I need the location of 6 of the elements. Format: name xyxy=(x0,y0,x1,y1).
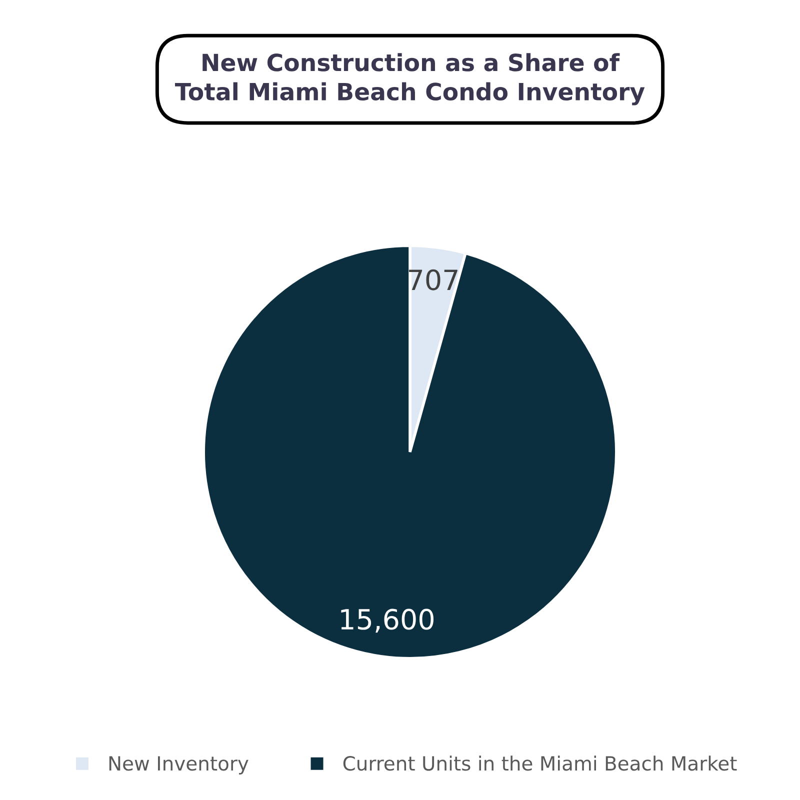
legend-label: Current Units in the Miami Beach Market xyxy=(343,756,737,771)
data-label: 707 xyxy=(409,269,458,290)
chart-title: New Construction as a Share of Total Miami Beach Condo Inventory xyxy=(175,53,645,106)
pie-slice xyxy=(202,244,618,660)
legend-label: New Inventory xyxy=(109,756,248,774)
data-label: 15,600 xyxy=(341,608,434,633)
